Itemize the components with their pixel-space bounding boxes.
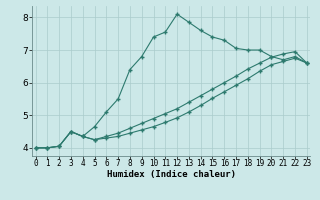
- X-axis label: Humidex (Indice chaleur): Humidex (Indice chaleur): [107, 170, 236, 179]
